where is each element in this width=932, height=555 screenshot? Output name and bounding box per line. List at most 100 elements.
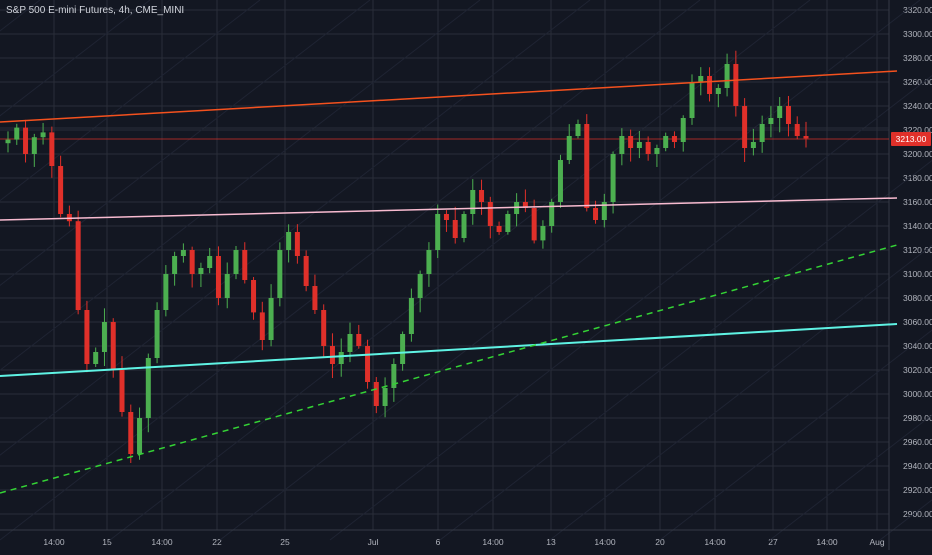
candle-body — [189, 250, 195, 274]
candle-body — [601, 202, 607, 220]
candle-body — [768, 118, 774, 124]
candle-body — [636, 142, 642, 148]
x-tick-label: 27 — [768, 537, 778, 547]
x-tick-label: 14:00 — [594, 537, 616, 547]
candle-body — [268, 298, 274, 340]
candle-body — [794, 124, 800, 136]
background-diagonal-guide — [0, 0, 151, 117]
background-diagonal-guide — [0, 0, 591, 456]
candle-body — [610, 154, 616, 202]
candle-body — [110, 322, 116, 370]
candle-body — [329, 346, 335, 364]
x-tick-label: 14:00 — [704, 537, 726, 547]
candle-body — [163, 274, 169, 310]
candle-body — [286, 232, 292, 250]
candle-body — [128, 412, 134, 454]
candle-body — [277, 250, 283, 298]
candle-body — [742, 106, 748, 148]
candle-body — [435, 214, 441, 250]
background-diagonal-guide — [659, 329, 932, 541]
y-tick-label: 3080.00 — [903, 293, 932, 303]
candle-body — [391, 364, 397, 388]
candle-body — [14, 127, 20, 140]
candle-body — [505, 214, 511, 232]
candle-body — [137, 418, 143, 454]
candle-body — [628, 136, 634, 148]
y-tick-label: 3140.00 — [903, 221, 932, 231]
candle-body — [75, 221, 81, 310]
y-tick-label: 2980.00 — [903, 413, 932, 423]
candle-body — [373, 382, 379, 406]
candle-body — [40, 132, 46, 138]
middle-trendline — [0, 197, 898, 221]
y-tick-label: 3300.00 — [903, 29, 932, 39]
background-diagonal-guide — [0, 0, 701, 541]
candle-body — [49, 132, 55, 166]
candle-body — [5, 139, 11, 144]
candle-body — [479, 190, 485, 202]
candle-body — [172, 256, 178, 274]
y-tick-label: 3220.00 — [903, 125, 932, 135]
background-diagonal-guide — [0, 0, 371, 287]
candle-body — [93, 352, 99, 364]
candle-body — [101, 322, 107, 352]
x-tick-label: 15 — [102, 537, 112, 547]
x-tick-label: Aug — [869, 537, 884, 547]
y-tick-label: 3320.00 — [903, 5, 932, 15]
chart-title: S&P 500 E-mini Futures, 4h, CME_MINI — [6, 5, 185, 16]
last-price-label-bg — [891, 132, 931, 146]
candle-body — [84, 310, 90, 364]
candle-body — [215, 256, 221, 298]
candle-body — [154, 310, 160, 358]
y-tick-label: 3020.00 — [903, 365, 932, 375]
candle-body — [294, 232, 300, 256]
background-diagonal-guide — [439, 159, 932, 541]
candle-body — [259, 312, 265, 340]
upper-trendline — [0, 70, 898, 123]
candle-body — [382, 388, 388, 406]
candle-body — [470, 190, 476, 214]
candle-body — [689, 82, 695, 118]
candle-body — [707, 76, 713, 94]
y-tick-label: 3100.00 — [903, 269, 932, 279]
candle-body — [461, 214, 467, 238]
y-tick-label: 3200.00 — [903, 149, 932, 159]
candle-body — [426, 250, 432, 274]
candle-body — [671, 136, 677, 142]
background-diagonal-guide — [769, 414, 932, 541]
candle-body — [145, 358, 151, 418]
background-diagonal-guide — [219, 0, 921, 541]
candle-body — [31, 137, 37, 154]
x-tick-label: Jul — [368, 537, 379, 547]
candle-body — [408, 298, 414, 334]
candle-body — [242, 250, 248, 280]
last-price-label: 3213.00 — [896, 134, 927, 144]
y-tick-label: 3180.00 — [903, 173, 932, 183]
candle-body — [233, 250, 239, 274]
x-tick-label: 14:00 — [816, 537, 838, 547]
candle-body — [321, 310, 327, 346]
lower-trendline — [0, 323, 898, 377]
candle-body — [557, 160, 563, 202]
y-tick-label: 2940.00 — [903, 461, 932, 471]
y-tick-label: 2920.00 — [903, 485, 932, 495]
candle-body — [645, 142, 651, 154]
dashed-trendline — [0, 244, 898, 494]
candle-body — [312, 286, 318, 310]
y-tick-label: 3000.00 — [903, 389, 932, 399]
candle-body — [365, 346, 371, 382]
candle-body — [487, 202, 493, 226]
candle-body — [584, 124, 590, 208]
candle-body — [338, 352, 344, 364]
background-diagonal-guide — [329, 74, 932, 541]
candle-body — [443, 214, 449, 220]
candle-body — [400, 334, 406, 364]
y-tick-label: 2960.00 — [903, 437, 932, 447]
candle-body — [619, 136, 625, 154]
candle-body — [417, 274, 423, 298]
x-tick-label: 20 — [655, 537, 665, 547]
x-tick-label: 14:00 — [43, 537, 65, 547]
candle-body — [803, 136, 809, 139]
